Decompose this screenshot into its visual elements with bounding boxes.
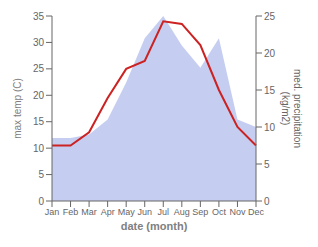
- svg-text:5: 5: [38, 169, 44, 180]
- svg-text:May: May: [118, 207, 136, 217]
- svg-text:0: 0: [264, 196, 270, 207]
- svg-text:20: 20: [33, 90, 45, 101]
- svg-text:15: 15: [33, 116, 45, 127]
- svg-text:Oct: Oct: [212, 207, 227, 217]
- svg-text:10: 10: [33, 143, 45, 154]
- svg-text:Aug: Aug: [174, 207, 190, 217]
- svg-text:35: 35: [33, 11, 45, 22]
- svg-text:Mar: Mar: [81, 207, 97, 217]
- svg-text:Nov: Nov: [229, 207, 246, 217]
- svg-text:max temp (C): max temp (C): [12, 78, 23, 139]
- svg-text:10: 10: [264, 122, 276, 133]
- svg-text:Jan: Jan: [45, 207, 60, 217]
- svg-text:Jul: Jul: [158, 207, 170, 217]
- svg-text:med. precipitation(kg/m2): med. precipitation(kg/m2): [280, 69, 303, 148]
- svg-text:25: 25: [33, 63, 45, 74]
- svg-text:30: 30: [33, 37, 45, 48]
- svg-text:25: 25: [264, 11, 276, 22]
- svg-text:5: 5: [264, 159, 270, 170]
- svg-text:Sep: Sep: [192, 207, 208, 217]
- svg-text:Jun: Jun: [137, 207, 152, 217]
- svg-text:date (month): date (month): [121, 220, 188, 232]
- svg-text:20: 20: [264, 48, 276, 59]
- svg-text:Apr: Apr: [101, 207, 115, 217]
- svg-text:15: 15: [264, 85, 276, 96]
- svg-text:0: 0: [38, 196, 44, 207]
- svg-text:Feb: Feb: [63, 207, 79, 217]
- svg-text:Dec: Dec: [248, 207, 265, 217]
